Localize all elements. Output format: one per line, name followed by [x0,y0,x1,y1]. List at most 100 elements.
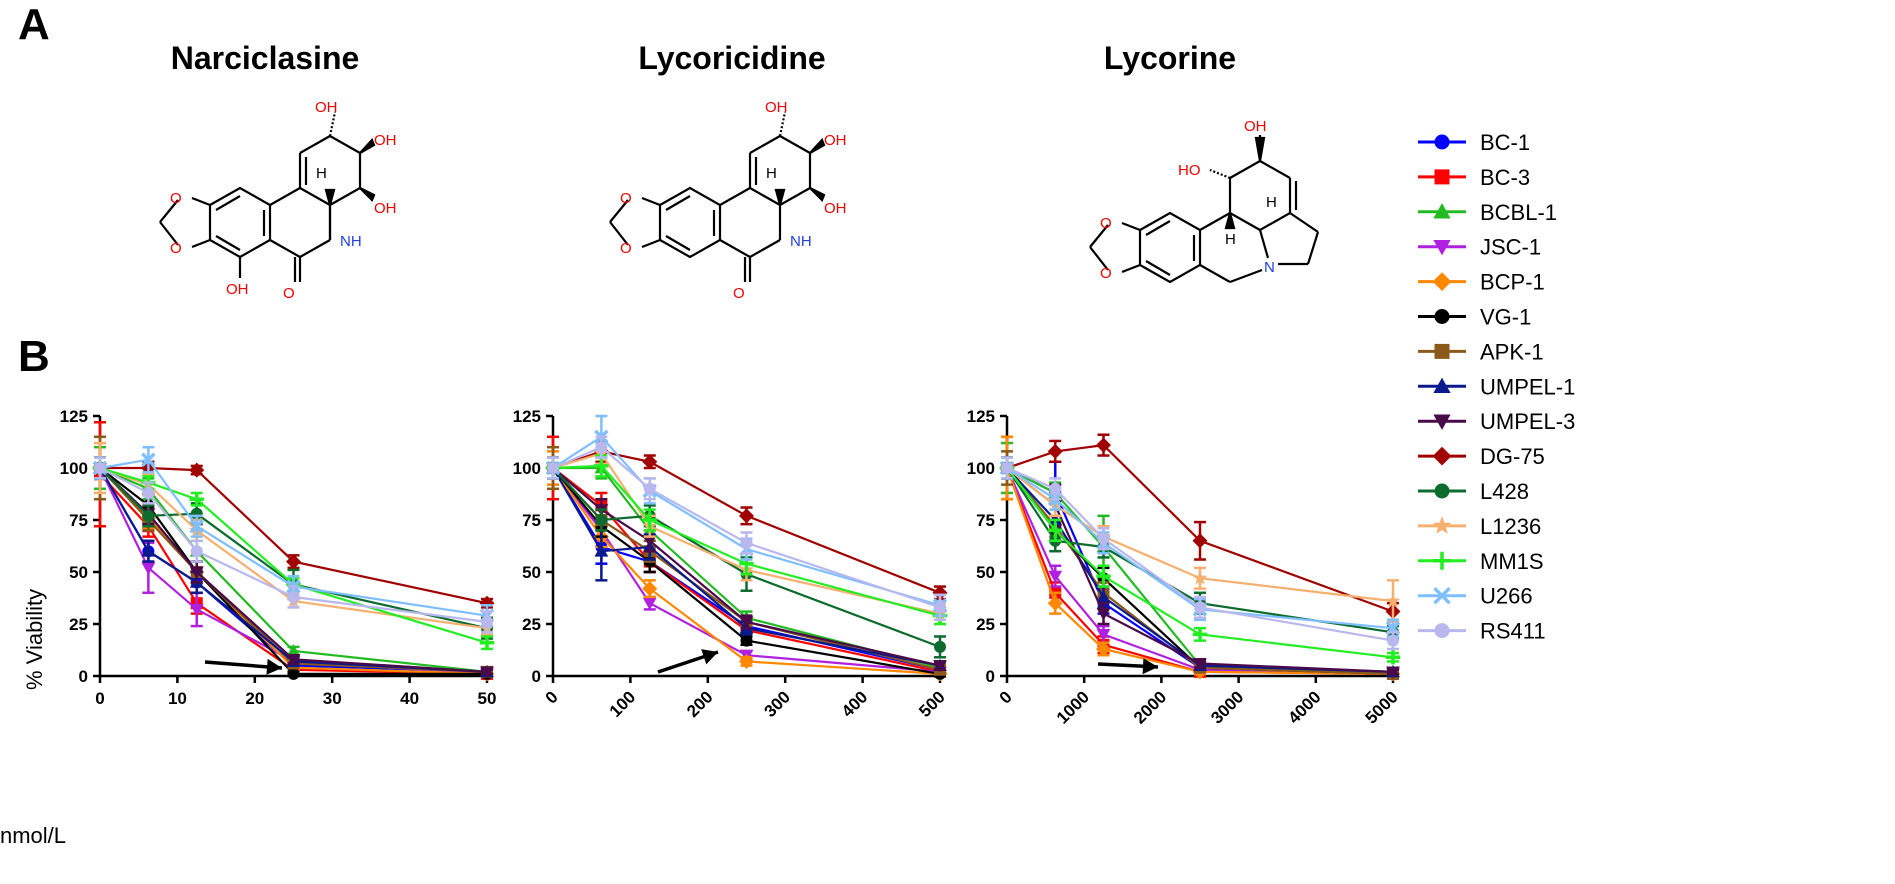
data-point [1048,570,1063,584]
y-tick-label: 75 [976,511,995,530]
panel-a-label: A [18,0,50,49]
label-h: H [766,165,777,182]
y-tick-label: 25 [522,615,541,634]
data-point [1097,532,1110,545]
x-tick-label: 0 [542,687,562,707]
y-tick-label: 125 [60,407,88,426]
y-tick-label: 0 [79,667,88,686]
data-point [1047,595,1063,611]
y-tick-label: 0 [532,667,541,686]
compound-name-lycoricidine: Lycoricidine [638,40,826,76]
structure-lycorine [1089,135,1320,284]
data-point [479,595,495,611]
data-point [1048,523,1063,538]
data-point [595,441,608,454]
y-tick-label: 100 [60,459,88,478]
label-h: H [1266,194,1277,211]
y-tick-label: 75 [522,511,541,530]
data-point [1096,437,1111,453]
data-point [740,634,753,647]
data-point [1385,650,1401,665]
data-point [286,554,301,570]
x-tick-label: 2000 [1130,687,1170,727]
label-nh: NH [790,233,812,250]
x-tick-label: 100 [606,687,639,720]
label-n: N [1264,259,1275,276]
data-point [287,590,300,603]
chart-panel-2: 0 25 50 75 100 125 0 100 200 300 400 500 [513,407,949,721]
y-tick-label: 75 [69,511,88,530]
data-point [1001,462,1013,474]
data-point [94,462,106,474]
x-tick-label: 5000 [1362,687,1402,727]
y-tick-label: 125 [513,407,541,426]
data-point [1047,443,1063,459]
x-tick-label: 200 [683,687,716,720]
data-point [141,544,156,557]
data-point [141,452,156,467]
structure-narciclasine-labels: O O OH OH OH OH O NH H [170,99,397,302]
label-oh: OH [374,132,397,149]
y-tick-label: 50 [522,563,541,582]
data-point [739,653,754,669]
label-o: O [170,190,182,207]
label-nh: NH [340,233,362,250]
y-tick-label: 0 [986,667,995,686]
arrow-head [266,658,282,675]
unit-label: nmol/L [0,823,67,848]
data-point [142,486,155,499]
x-tick-label: 20 [245,689,264,708]
data-point [1192,533,1208,549]
data-point [739,508,754,524]
compound-name-lycorine: Lycorine [1103,40,1237,76]
data-point [479,635,495,650]
data-point [1096,590,1111,603]
label-oh: OH [765,99,788,116]
data-point [1387,634,1399,647]
data-point [1193,658,1207,671]
x-tick-label: 500 [915,687,948,720]
y-axis-label: % Viability [22,588,47,690]
y-tick-label: 50 [976,563,995,582]
data-point [1192,627,1208,642]
label-h: H [316,165,327,182]
data-point [642,535,657,548]
label-oh: OH [315,99,338,116]
label-oh: OH [226,281,249,298]
label-o: O [283,285,295,302]
data-point [189,604,204,617]
label-h: H [1225,231,1236,248]
x-tick-label: 50 [478,689,497,708]
data-point [1192,570,1208,585]
data-point [189,519,204,534]
data-point [142,509,155,522]
panel-b-label: B [18,332,50,381]
label-o: O [620,190,632,207]
data-point [1049,482,1062,495]
label-oh: OH [374,200,397,217]
label-ho: HO [1178,162,1201,179]
data-point [287,667,300,680]
data-point [190,545,203,558]
series-RS411 [94,456,493,634]
label-oh: OH [1244,118,1267,135]
data-point [594,458,609,474]
data-point [141,562,156,575]
data-point [643,482,656,495]
data-point [1096,568,1111,584]
data-point [1385,593,1401,608]
chart-panel-1: 0 25 50 75 100 125 0 10 20 30 40 50 [60,407,497,708]
x-tick-label: 4000 [1284,687,1324,727]
data-point [594,544,609,557]
data-point [1386,666,1400,679]
x-tick-label: 30 [323,689,342,708]
data-point [740,536,753,549]
data-point [1096,641,1111,657]
y-tick-label: 100 [967,459,995,478]
data-point [642,581,658,597]
series-RS411 [1001,456,1399,651]
label-oh: OH [824,132,847,149]
y-tick-label: 100 [513,459,541,478]
data-point [189,462,205,478]
